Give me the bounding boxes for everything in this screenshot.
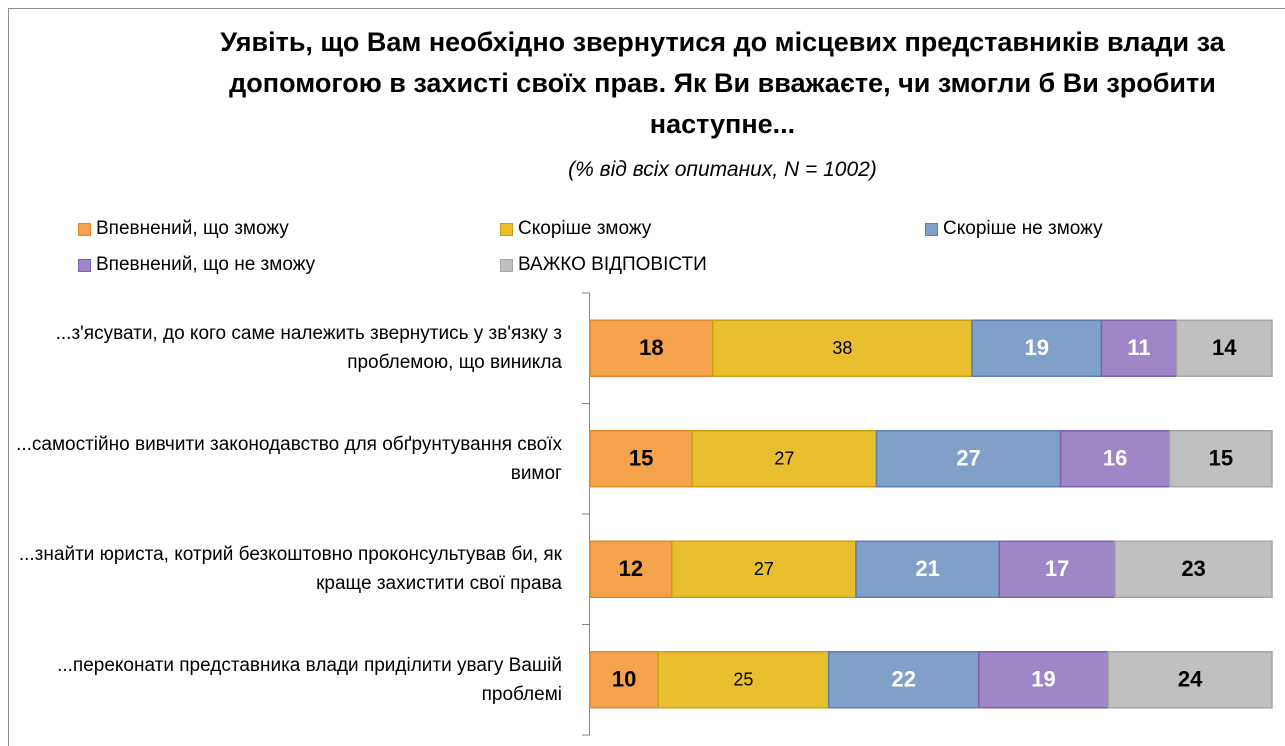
bar-segment [1168,430,1273,488]
legend-swatch [500,222,513,236]
legend-item: Скоріше не зможу [925,218,1103,240]
data-label: 19 [1024,335,1048,360]
legend-label: Скоріше не зможу [943,218,1103,239]
data-label: 11 [1127,335,1150,360]
legend-swatch [78,258,91,272]
bar-segment [1107,651,1273,709]
bar-segment [1175,319,1273,377]
data-label: 18 [639,335,663,360]
data-label: 21 [915,556,939,581]
bar-segment [827,651,980,709]
data-label: 19 [1031,667,1055,692]
data-label: 27 [754,559,774,579]
data-label: 12 [619,556,643,581]
data-label: 38 [832,338,852,358]
legend-label: Впевнений, що не зможу [96,254,316,275]
data-label: 23 [1181,556,1205,581]
data-label: 15 [1209,446,1233,471]
bar-segment [1114,540,1273,598]
category-label: ...знайти юриста, котрий безкоштовно про… [18,544,562,595]
legend-item: ВАЖКО ВІДПОВІСТИ [500,254,707,276]
data-label: 14 [1212,335,1237,360]
legend-swatch [500,258,513,272]
legend-item: Впевнений, що зможу [78,218,289,240]
bar-segment [977,651,1110,709]
category-label: ...переконати представника влади приділи… [57,654,562,705]
data-label: 10 [612,667,636,692]
bar-segment [691,430,878,488]
bar-segment [589,430,694,488]
data-label: 17 [1045,556,1069,581]
legend-item: Впевнений, що не зможу [78,254,315,276]
chart-title: Уявіть, що Вам необхідно звернутися до м… [220,27,1225,139]
data-label: 16 [1103,446,1127,471]
bar-segment [1100,319,1178,377]
legend-label: Скоріше зможу [518,218,652,239]
data-label: 27 [956,446,980,471]
bar-segment [971,319,1103,377]
data-label: 25 [733,670,753,690]
bar-segment [657,651,830,709]
chart-subtitle: (% від всіх опитаних, N = 1002) [568,158,877,181]
bar-segment [855,540,1000,598]
data-label: 24 [1178,667,1203,692]
legend-swatch [78,222,91,236]
bar-segment [998,540,1116,598]
bar-segment [589,651,659,709]
frame [8,8,1285,746]
legend-label: Впевнений, що зможу [96,218,289,239]
category-label: ...з'ясувати, до кого саме належить звер… [55,323,562,374]
data-label: 15 [629,446,653,471]
bar-segment [589,540,673,598]
category-label: ...самостійно вивчити законодавство для … [16,433,562,484]
data-label: 22 [891,667,915,692]
bar-segment [671,540,857,598]
legend-swatch [925,222,938,236]
legend-label: ВАЖКО ВІДПОВІСТИ [518,254,707,275]
bar-segment [875,430,1062,488]
legend-item: Скоріше зможу [500,218,651,240]
data-label: 27 [774,449,794,469]
